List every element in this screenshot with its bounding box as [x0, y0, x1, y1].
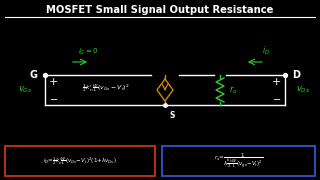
Text: $\frac{1}{2}k_n^\prime\frac{W}{L}(v_{Gs}-V_t)^2$: $\frac{1}{2}k_n^\prime\frac{W}{L}(v_{Gs}…: [82, 82, 130, 94]
Text: $-$: $-$: [49, 93, 58, 103]
Bar: [5, 146, 155, 176]
Text: $v_{Gs}$: $v_{Gs}$: [18, 85, 32, 95]
Text: +: +: [49, 77, 58, 87]
Text: $i_D$: $i_D$: [262, 44, 270, 57]
Text: G: G: [30, 70, 38, 80]
Text: $-$: $-$: [272, 93, 281, 103]
Text: MOSFET Small Signal Output Resistance: MOSFET Small Signal Output Resistance: [46, 5, 274, 15]
Bar: [162, 146, 315, 176]
Text: +: +: [272, 77, 281, 87]
Text: S: S: [169, 111, 174, 120]
Text: $i_G = 0$: $i_G = 0$: [78, 47, 99, 57]
Text: D: D: [292, 70, 300, 80]
Text: $r_o\!=\!\dfrac{1}{\lambda\frac{k_n^\prime}{2}\frac{W}{L}(v_{gs}\!-\!V_t)^2}$: $r_o\!=\!\dfrac{1}{\lambda\frac{k_n^\pri…: [214, 152, 263, 170]
Text: $r_o$: $r_o$: [229, 84, 238, 96]
Text: $i_D\!=\!\frac{1}{2}k_n^\prime\!\frac{W}{L}(v_{Gs}\!-\!V_t)^2(1\!+\!\lambda v_{D: $i_D\!=\!\frac{1}{2}k_n^\prime\!\frac{W}…: [43, 155, 117, 167]
Text: $v_{Ds}$: $v_{Ds}$: [296, 85, 310, 95]
